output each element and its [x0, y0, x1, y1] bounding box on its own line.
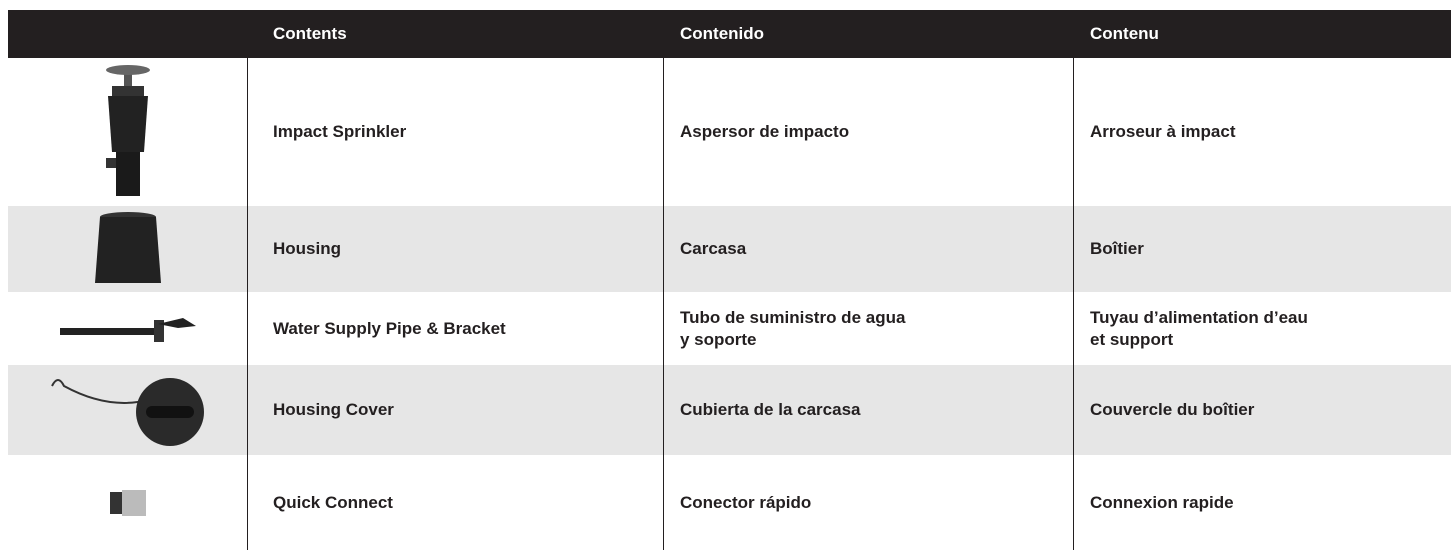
product-image: [8, 206, 247, 292]
cell: Couvercle du boîtier: [1090, 400, 1255, 419]
cell: Cubierta de la carcasa: [680, 400, 861, 419]
cell: Housing: [273, 239, 341, 258]
header-cell: Contents: [273, 24, 347, 43]
cell: Impact Sprinkler: [273, 122, 407, 141]
table-row: Housing Cover Cubierta de la carcasa Cou…: [8, 365, 1451, 455]
product-image: [8, 365, 247, 455]
cell: Arroseur à impact: [1090, 122, 1236, 141]
product-image: [8, 58, 247, 206]
table-row: Housing Carcasa Boîtier: [8, 206, 1451, 292]
table-row: Impact Sprinkler Aspersor de impacto Arr…: [8, 58, 1451, 206]
product-image: [8, 292, 247, 365]
cell: Housing Cover: [273, 400, 394, 419]
cell: Boîtier: [1090, 239, 1144, 258]
cell: Tubo de suministro de agua y soporte: [680, 307, 906, 349]
table-row: Water Supply Pipe & Bracket Tubo de sumi…: [8, 292, 1451, 365]
cell: Carcasa: [680, 239, 747, 258]
cell: Water Supply Pipe & Bracket: [273, 318, 506, 338]
cell: Tuyau d’alimentation d’eau et support: [1090, 307, 1308, 349]
product-image: [8, 455, 247, 550]
column-divider: [247, 58, 248, 550]
table-row: Quick Connect Conector rápido Connexion …: [8, 455, 1451, 550]
column-divider: [663, 58, 664, 550]
cell: Aspersor de impacto: [680, 122, 850, 141]
header-cell: Contenido: [680, 24, 765, 43]
cell: Connexion rapide: [1090, 492, 1234, 512]
cell: Quick Connect: [273, 492, 393, 512]
table-header: Contents Contenido Contenu: [8, 10, 1451, 58]
column-divider: [1073, 58, 1074, 550]
header-cell: Contenu: [1090, 24, 1159, 43]
cell: Conector rápido: [680, 492, 812, 512]
